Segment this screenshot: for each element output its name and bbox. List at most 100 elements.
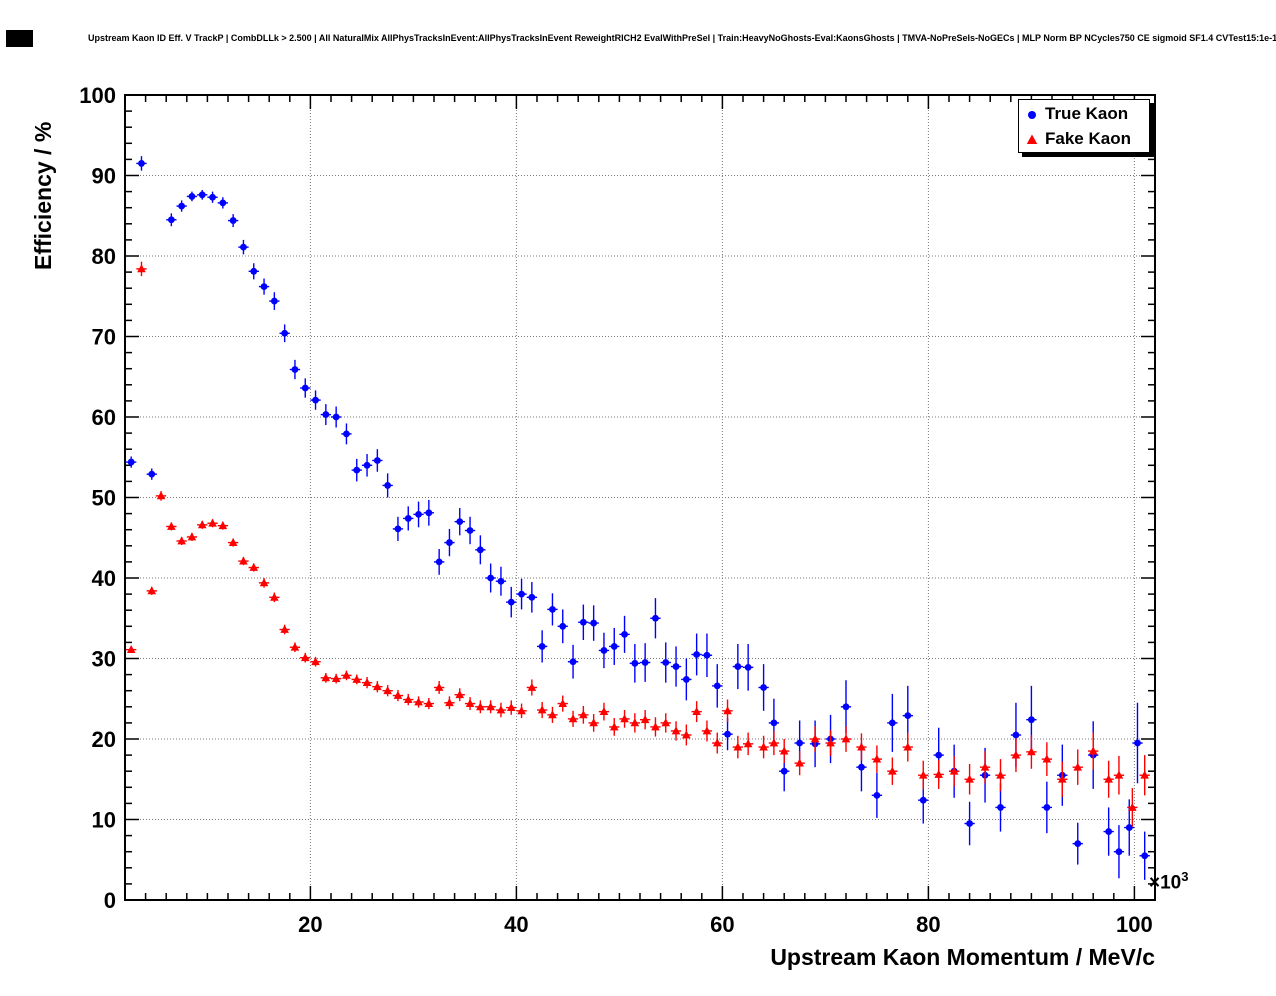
x-tick-label: 100: [1116, 912, 1153, 937]
data-point: [228, 537, 238, 546]
data-point: [600, 647, 608, 654]
data-point: [965, 774, 974, 783]
data-point: [311, 657, 320, 666]
data-point: [342, 670, 351, 679]
data-point: [569, 658, 577, 666]
data-point: [919, 796, 927, 804]
data-point: [322, 411, 330, 418]
data-point: [1134, 739, 1141, 747]
data-point: [424, 698, 434, 707]
data-point: [486, 702, 495, 711]
data-point: [692, 707, 701, 716]
data-point: [652, 614, 659, 622]
data-point: [935, 751, 943, 759]
data-point: [779, 746, 789, 755]
data-point: [373, 682, 382, 691]
data-point: [280, 624, 289, 633]
ticks-layer: [125, 95, 1155, 900]
data-point: [770, 719, 778, 727]
data-point: [528, 593, 536, 601]
data-point: [858, 763, 865, 771]
data-point: [826, 738, 835, 747]
x-axis-title: Upstream Kaon Momentum / MeV/c: [770, 944, 1155, 970]
x-tick-label: 80: [916, 912, 940, 937]
data-point: [712, 738, 722, 747]
data-point: [497, 577, 505, 585]
tick-labels: 0 10 20 30 40 50 60 70 80 90 100 20 40 60 80 100: [79, 83, 1152, 937]
data-point: [517, 706, 526, 715]
x-tick-label: 40: [504, 912, 528, 937]
data-point: [842, 703, 850, 711]
data-point: [759, 742, 768, 751]
data-point: [506, 703, 516, 712]
data-point: [703, 651, 711, 659]
data-point: [156, 491, 166, 500]
corner-box: [6, 30, 33, 47]
data-point: [702, 726, 712, 735]
series-true-kaon: [126, 156, 1150, 880]
data-point: [393, 690, 403, 699]
legend-entry-true-kaon: True Kaon: [1019, 101, 1149, 126]
data-point: [446, 539, 453, 546]
data-point: [414, 697, 423, 706]
data-point: [579, 618, 587, 626]
data-point: [260, 283, 268, 290]
data-point: [904, 712, 912, 720]
y-tick-label: 80: [92, 244, 116, 269]
data-point: [980, 762, 990, 771]
data-point: [918, 770, 928, 779]
data-point: [841, 734, 851, 743]
data-point: [476, 546, 484, 554]
data-point: [270, 592, 279, 601]
data-point: [579, 710, 588, 719]
data-point: [734, 663, 742, 670]
data-point: [332, 413, 340, 421]
data-point: [518, 590, 525, 598]
data-point: [934, 769, 943, 778]
data-point: [188, 193, 196, 200]
data-point: [1125, 824, 1133, 831]
data-point: [733, 742, 743, 751]
data-point: [138, 160, 145, 167]
fake-kaon-marker-icon: [1026, 134, 1038, 144]
data-point: [1115, 848, 1123, 856]
data-point: [198, 191, 206, 199]
data-point: [743, 739, 753, 748]
data-point: [1028, 716, 1035, 724]
data-point: [321, 673, 331, 682]
data-point: [538, 643, 546, 650]
data-point: [218, 521, 228, 530]
data-point: [1128, 802, 1137, 811]
data-point: [1073, 762, 1083, 771]
data-point: [487, 574, 495, 582]
data-point: [537, 705, 547, 714]
data-point: [456, 518, 464, 526]
data-point: [549, 605, 556, 613]
plot-title: Upstream Kaon ID Eff. V TrackP | CombDLL…: [88, 33, 1276, 43]
data-point: [744, 663, 752, 671]
data-point: [589, 718, 598, 727]
x-axis-multiplier: ×103: [1149, 869, 1188, 894]
data-point: [331, 674, 341, 683]
data-point: [229, 217, 237, 224]
y-tick-label: 100: [79, 83, 116, 108]
data-point: [435, 558, 443, 566]
data-point: [630, 718, 640, 727]
data-point: [682, 676, 690, 683]
data-point: [966, 820, 973, 827]
data-point: [343, 430, 350, 438]
data-point: [857, 742, 866, 751]
data-point: [640, 715, 650, 724]
data-point: [383, 686, 392, 695]
data-point: [1114, 770, 1124, 779]
data-point: [661, 718, 671, 727]
data-point: [1088, 746, 1098, 755]
y-tick-label: 40: [92, 566, 116, 591]
data-point: [507, 598, 515, 606]
data-point: [301, 384, 309, 392]
data-point: [127, 458, 135, 466]
y-tick-label: 50: [92, 486, 116, 511]
data-point: [373, 457, 381, 464]
data-point: [312, 396, 319, 404]
